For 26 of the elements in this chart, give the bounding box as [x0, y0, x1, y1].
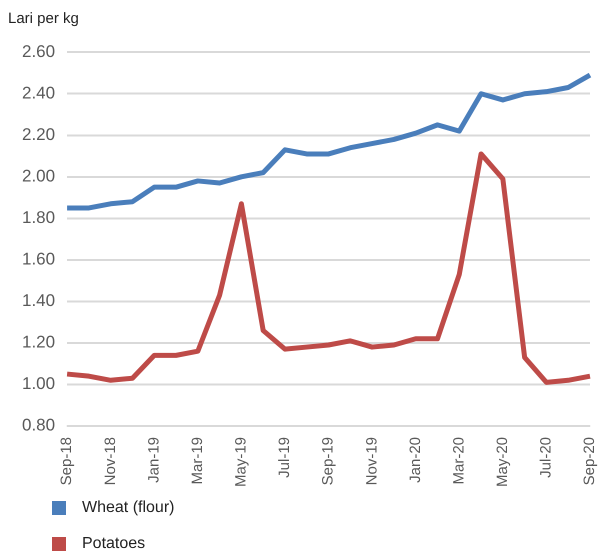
y-tick-label: 2.60: [22, 42, 56, 61]
legend-label: Wheat (flour): [82, 499, 174, 517]
x-tick-label: Mar-20: [450, 436, 468, 484]
x-tick-label: May-19: [232, 436, 250, 488]
x-tick-label: Sep-20: [581, 436, 598, 486]
y-tick-label: 1.80: [22, 208, 56, 228]
x-tick-label: May-20: [494, 436, 511, 488]
x-tick-label: Jan-20: [406, 436, 424, 483]
y-tick-label: 1.60: [22, 250, 56, 269]
y-tick-label: 1.20: [22, 332, 56, 352]
legend-label: Potatoes: [82, 535, 146, 553]
y-axis-title: Lari per kg: [8, 10, 79, 27]
x-tick-label: Sep-19: [320, 436, 337, 486]
y-tick-label: 2.00: [22, 166, 56, 186]
y-tick-label: 2.20: [22, 124, 56, 144]
x-tick-label: Nov-18: [102, 436, 119, 486]
y-tick-label: 1.00: [22, 374, 56, 394]
x-tick-label: Jul-19: [276, 436, 294, 478]
y-tick-label: 0.80: [22, 416, 56, 435]
x-tick-label: Nov-19: [363, 436, 380, 486]
x-tick-label: Sep-18: [58, 436, 76, 486]
x-tick-label: Mar-19: [188, 436, 206, 484]
y-tick-label: 2.40: [22, 83, 56, 102]
y-tick-label: 1.40: [22, 291, 56, 310]
x-tick-label: Jul-20: [538, 436, 555, 478]
x-tick-label: Jan-19: [145, 436, 162, 483]
